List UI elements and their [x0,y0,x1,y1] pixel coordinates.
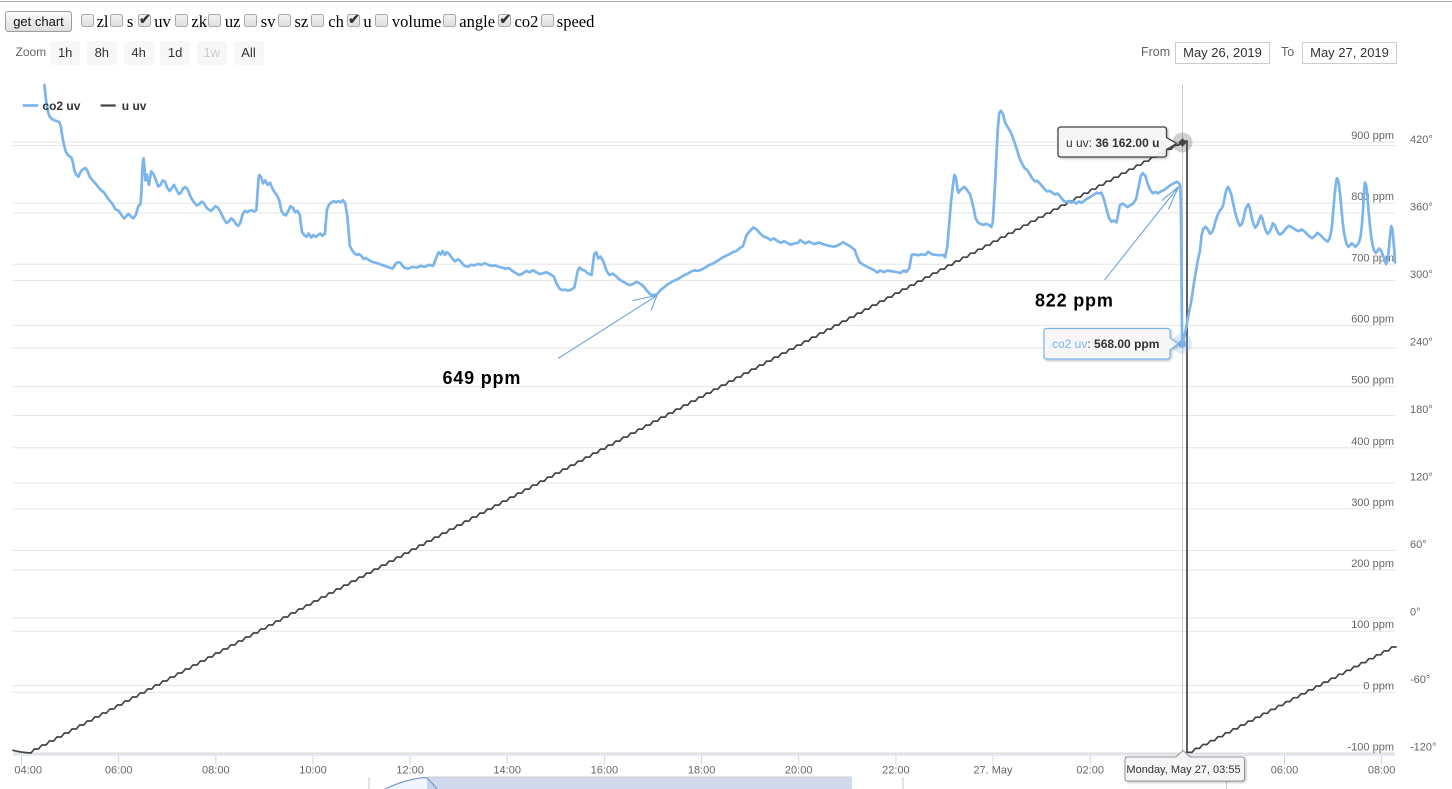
svg-text:08:00: 08:00 [1368,765,1396,777]
svg-text:600 ppm: 600 ppm [1351,313,1394,325]
svg-text:18:00: 18:00 [688,765,716,777]
svg-text:360°: 360° [1410,202,1433,214]
svg-text:06:00: 06:00 [1271,765,1299,777]
svg-text:co2 uv: 568.00 ppm: co2 uv: 568.00 ppm [1052,337,1159,351]
svg-text:400 ppm: 400 ppm [1351,436,1394,448]
svg-text:06:00: 06:00 [105,765,133,777]
svg-text:-120°: -120° [1410,742,1436,754]
svg-text:u uv: 36 162.00 u: u uv: 36 162.00 u [1066,136,1159,150]
svg-text:649 ppm: 649 ppm [443,368,522,388]
svg-text:12:00: 12:00 [396,765,424,777]
svg-text:20:00: 20:00 [785,765,813,777]
svg-text:100 ppm: 100 ppm [1351,619,1394,631]
svg-text:800 ppm: 800 ppm [1351,191,1394,203]
svg-text:14:00: 14:00 [493,765,521,777]
svg-text:60°: 60° [1410,539,1427,551]
svg-text:120°: 120° [1410,472,1433,484]
svg-text:04:00: 04:00 [14,765,42,777]
svg-text:900 ppm: 900 ppm [1351,130,1394,142]
svg-text:16:00: 16:00 [591,765,619,777]
svg-text:0 ppm: 0 ppm [1363,680,1394,692]
svg-text:240°: 240° [1410,337,1433,349]
svg-text:500 ppm: 500 ppm [1351,375,1394,387]
svg-text:u uv: u uv [122,99,147,113]
svg-text:08:00: 08:00 [202,765,230,777]
svg-text:-60°: -60° [1410,674,1430,686]
svg-text:10:00: 10:00 [299,765,327,777]
svg-text:822 ppm: 822 ppm [1035,291,1114,311]
svg-text:0°: 0° [1410,607,1421,619]
svg-text:200 ppm: 200 ppm [1351,558,1394,570]
svg-text:Monday, May 27, 03:55: Monday, May 27, 03:55 [1126,764,1240,776]
svg-text:420°: 420° [1410,134,1433,146]
svg-text:300 ppm: 300 ppm [1351,497,1394,509]
svg-text:22:00: 22:00 [882,765,910,777]
svg-text:27. May: 27. May [973,765,1013,777]
svg-text:co2 uv: co2 uv [42,99,80,113]
svg-text:300°: 300° [1410,269,1433,281]
svg-text:02:00: 02:00 [1076,765,1104,777]
svg-text:-100 ppm: -100 ppm [1348,742,1394,754]
svg-text:180°: 180° [1410,404,1433,416]
